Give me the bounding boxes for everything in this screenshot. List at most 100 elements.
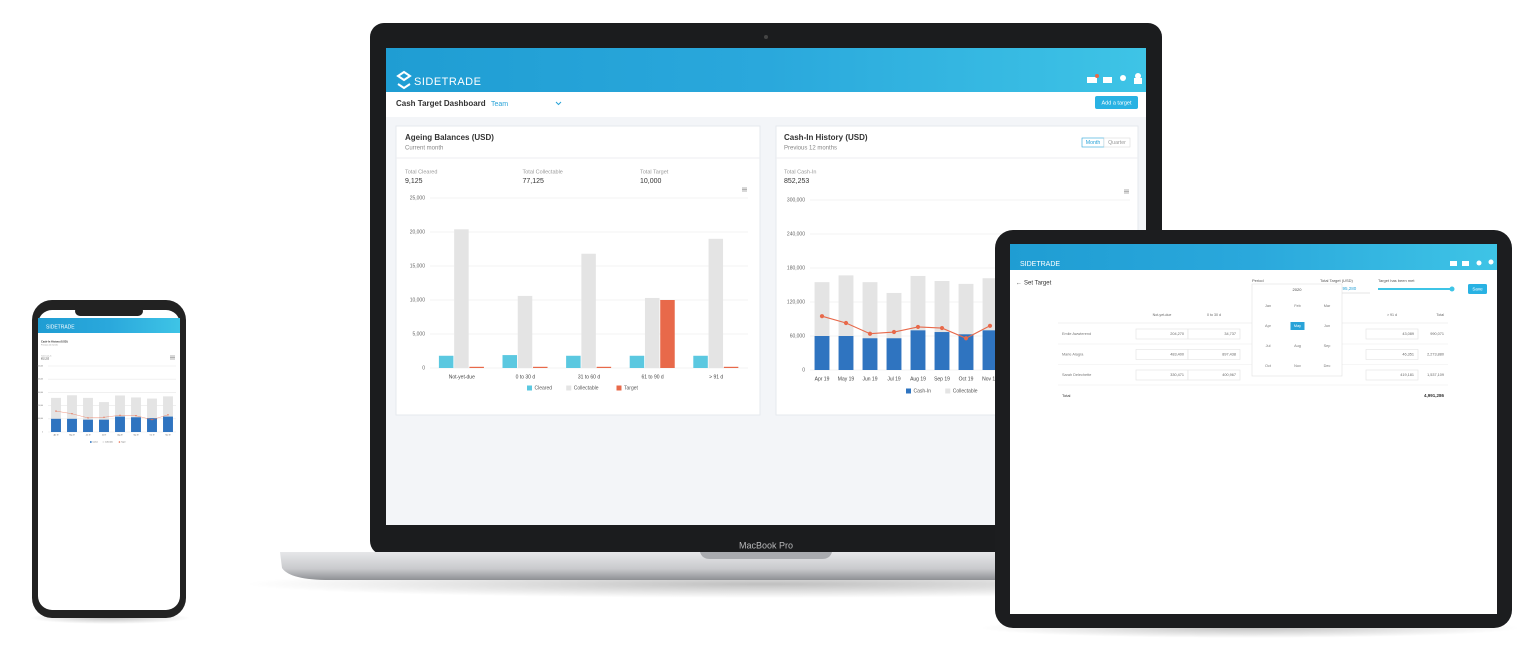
laptop-notch [700, 552, 832, 559]
input-box[interactable] [1365, 349, 1419, 360]
menu-icon [742, 187, 747, 192]
y-tick-label: 120,000 [787, 299, 805, 305]
month-selected[interactable] [1290, 322, 1305, 330]
target-point [55, 410, 57, 412]
bar [83, 397, 93, 432]
legend-swatch [102, 441, 105, 443]
back-arrow[interactable]: ← [1016, 281, 1022, 287]
bar [131, 397, 141, 432]
target-point [167, 414, 169, 416]
legend-label: Cleared [535, 385, 553, 391]
x-tick-label: Nov 19 [982, 376, 998, 382]
target-point [939, 325, 945, 331]
bar [502, 355, 518, 368]
phone-notch [75, 306, 143, 316]
legend-swatch [527, 385, 532, 391]
toggle-label: Month [1086, 140, 1101, 146]
card-title: Cash-In History (USD) [41, 340, 68, 344]
legend-swatch [118, 441, 121, 443]
x-tick-label: May 19 [69, 434, 74, 436]
save-label: Save [1472, 287, 1483, 292]
bar [454, 229, 469, 368]
x-tick-label: 61 to 90 d [641, 374, 663, 380]
input-box[interactable] [1365, 369, 1419, 381]
bar [693, 355, 708, 368]
target-point [987, 323, 993, 328]
target-point [135, 415, 137, 417]
team-select[interactable]: Team [491, 101, 508, 108]
met-slider-knob[interactable] [1449, 286, 1455, 292]
input-box[interactable] [1187, 349, 1241, 360]
y-tick-label: 300,000 [787, 197, 805, 203]
y-tick-label: 300,000 [37, 365, 43, 367]
kpi-value: 77,125 [523, 178, 545, 185]
row-name: Sarah Delechette [1062, 373, 1091, 377]
cell-value: 897,438 [1222, 353, 1236, 357]
cell-value: 34,737 [1224, 332, 1236, 336]
x-tick-label: Sep 19 [934, 376, 950, 382]
target-point [819, 314, 825, 319]
column-header: 0 to 30 d [1207, 313, 1221, 317]
bar [438, 355, 454, 368]
input-box[interactable] [1187, 328, 1241, 340]
met-label: Target has been met [1378, 278, 1415, 283]
period-label: Period [1252, 278, 1264, 283]
kpi-label: Total Target [640, 169, 669, 175]
bar [131, 417, 141, 432]
toggle-label: Quarter [1108, 140, 1126, 146]
input-box[interactable] [1365, 328, 1419, 340]
page-title: Cash Target Dashboard [396, 99, 486, 108]
bar [644, 297, 660, 368]
kpi-value: 9,125 [405, 178, 423, 185]
card-subtitle: Previous 12 months [41, 344, 58, 347]
bar [517, 295, 533, 368]
total-target-label: Total Target (USD) [1320, 278, 1353, 283]
bar [708, 238, 724, 368]
total-target-value: 195,280 [1340, 286, 1357, 291]
y-tick-label: 15,000 [410, 263, 426, 269]
save-button[interactable] [1468, 284, 1487, 294]
bar [51, 418, 61, 432]
month-option: Sep [1324, 344, 1331, 348]
target-point [915, 324, 921, 330]
card-subtitle: Previous 12 months [784, 146, 837, 152]
target-point [87, 417, 89, 419]
y-tick-label: 180,000 [37, 392, 43, 394]
y-tick-label: 10,000 [410, 297, 426, 303]
legend-label: Collectable [574, 385, 599, 391]
page-title: Set Target [1024, 281, 1052, 287]
laptop-model: MacBook Pro [739, 540, 793, 550]
bar [115, 416, 125, 432]
month-option: May [1294, 324, 1301, 328]
card-title: Ageing Balances (USD) [405, 133, 494, 142]
bar [566, 355, 581, 368]
row-name: Emile Awwterend [1062, 332, 1091, 336]
kpi-label: Total Collectable [523, 169, 563, 175]
x-tick-label: Oct 19 [959, 376, 974, 382]
input-box[interactable] [1187, 369, 1241, 381]
bar [581, 253, 596, 368]
cell-value: 330,471 [1170, 373, 1184, 377]
legend-swatch [906, 388, 911, 394]
y-tick-label: 180,000 [787, 265, 805, 271]
y-tick-label: 5,000 [412, 331, 425, 337]
toggle-button[interactable] [1103, 137, 1131, 148]
target-point [843, 320, 849, 326]
y-tick-label: 240,000 [787, 231, 805, 237]
cell-value: 400,967 [1222, 373, 1236, 377]
row-total: 1,537,109 [1427, 373, 1444, 377]
bar [862, 338, 878, 370]
phone-header [38, 318, 180, 333]
bar [910, 330, 926, 370]
legend-label: Cash-In [914, 388, 932, 394]
column-header: > 91 d [1387, 313, 1397, 317]
bar [596, 366, 612, 368]
add-target-button[interactable] [1095, 96, 1138, 109]
cell-value: 43,089 [1402, 332, 1414, 336]
month-option: Apr [1265, 324, 1272, 328]
total-value: 4,991,286 [1424, 393, 1445, 398]
total-label: Total [1062, 393, 1071, 398]
bar [629, 355, 645, 368]
card-subtitle: Current month [405, 146, 443, 152]
row-total: 990,071 [1430, 332, 1444, 336]
